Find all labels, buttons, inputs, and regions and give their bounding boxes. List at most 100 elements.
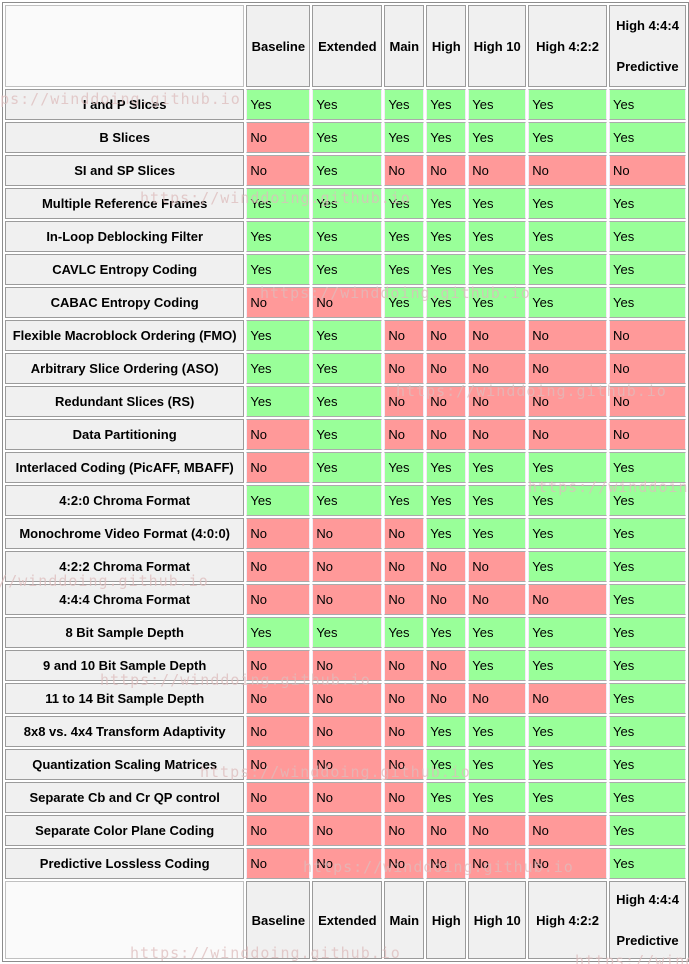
feature-label: Redundant Slices (RS) <box>5 386 245 417</box>
feature-label: 4:2:0 Chroma Format <box>5 485 245 516</box>
no-cell: No <box>384 782 425 813</box>
no-cell: No <box>468 683 527 714</box>
yes-cell: Yes <box>246 386 311 417</box>
table-row: Separate Color Plane Coding No No No No No No Y… <box>5 815 686 846</box>
yes-cell: Yes <box>528 749 607 780</box>
column-header: High 4:4:4 Predictive <box>609 881 686 959</box>
feature-label: I and P Slices <box>5 89 245 120</box>
table-row: Redundant Slices (RS) Yes Yes No No No No No <box>5 386 686 417</box>
yes-cell: Yes <box>384 287 425 318</box>
no-cell: No <box>246 650 311 681</box>
no-cell: No <box>528 683 607 714</box>
no-cell: No <box>384 650 425 681</box>
no-cell: No <box>609 419 686 450</box>
no-cell: No <box>426 683 467 714</box>
yes-cell: Yes <box>312 452 383 483</box>
yes-cell: Yes <box>528 122 607 153</box>
no-cell: No <box>246 452 311 483</box>
feature-label: Separate Color Plane Coding <box>5 815 245 846</box>
yes-cell: Yes <box>609 848 686 879</box>
yes-cell: Yes <box>609 749 686 780</box>
no-cell: No <box>246 716 311 747</box>
no-cell: No <box>312 287 383 318</box>
column-header: Main <box>384 5 425 87</box>
yes-cell: Yes <box>528 485 607 516</box>
yes-cell: Yes <box>468 650 527 681</box>
yes-cell: Yes <box>312 155 383 186</box>
no-cell: No <box>528 353 607 384</box>
table-body: I and P Slices Yes Yes Yes Yes Yes Yes Yes B Sli… <box>5 89 686 879</box>
yes-cell: Yes <box>246 617 311 648</box>
no-cell: No <box>426 386 467 417</box>
yes-cell: Yes <box>609 551 686 582</box>
feature-label: 4:2:2 Chroma Format <box>5 551 245 582</box>
feature-label: SI and SP Slices <box>5 155 245 186</box>
no-cell: No <box>528 815 607 846</box>
yes-cell: Yes <box>246 254 311 285</box>
no-cell: No <box>246 815 311 846</box>
yes-cell: Yes <box>426 452 467 483</box>
yes-cell: Yes <box>609 650 686 681</box>
corner-cell <box>5 5 245 87</box>
feature-label: B Slices <box>5 122 245 153</box>
yes-cell: Yes <box>468 221 527 252</box>
yes-cell: Yes <box>426 782 467 813</box>
feature-label: CAVLC Entropy Coding <box>5 254 245 285</box>
no-cell: No <box>468 419 527 450</box>
feature-label: Data Partitioning <box>5 419 245 450</box>
no-cell: No <box>528 419 607 450</box>
yes-cell: Yes <box>468 518 527 549</box>
no-cell: No <box>384 518 425 549</box>
table-row: 4:2:2 Chroma Format No No No No No Yes Yes <box>5 551 686 582</box>
no-cell: No <box>528 320 607 351</box>
yes-cell: Yes <box>246 221 311 252</box>
no-cell: No <box>246 287 311 318</box>
no-cell: No <box>312 683 383 714</box>
yes-cell: Yes <box>609 815 686 846</box>
yes-cell: Yes <box>426 221 467 252</box>
table-row: 8x8 vs. 4x4 Transform Adaptivity No No No Ye… <box>5 716 686 747</box>
yes-cell: Yes <box>384 485 425 516</box>
column-header-line1: High 4:4:4 <box>616 18 679 33</box>
table-row: Monochrome Video Format (4:0:0) No No No Yes… <box>5 518 686 549</box>
no-cell: No <box>468 848 527 879</box>
yes-cell: Yes <box>468 617 527 648</box>
yes-cell: Yes <box>384 254 425 285</box>
yes-cell: Yes <box>609 452 686 483</box>
table-row: Quantization Scaling Matrices No No No Yes Ye… <box>5 749 686 780</box>
table-row: In-Loop Deblocking Filter Yes Yes Yes Yes Yes… <box>5 221 686 252</box>
yes-cell: Yes <box>609 254 686 285</box>
no-cell: No <box>468 584 527 615</box>
table-row: Flexible Macroblock Ordering (FMO) Yes Yes… <box>5 320 686 351</box>
feature-label: Monochrome Video Format (4:0:0) <box>5 518 245 549</box>
no-cell: No <box>468 815 527 846</box>
yes-cell: Yes <box>609 584 686 615</box>
feature-label: 8 Bit Sample Depth <box>5 617 245 648</box>
feature-label: Interlaced Coding (PicAFF, MBAFF) <box>5 452 245 483</box>
corner-cell <box>5 881 245 959</box>
yes-cell: Yes <box>312 617 383 648</box>
yes-cell: Yes <box>609 122 686 153</box>
yes-cell: Yes <box>609 782 686 813</box>
column-header-line1: High 4:4:4 <box>616 892 679 907</box>
feature-label: CABAC Entropy Coding <box>5 287 245 318</box>
yes-cell: Yes <box>312 122 383 153</box>
no-cell: No <box>468 155 527 186</box>
table-row: SI and SP Slices No Yes No No No No No <box>5 155 686 186</box>
no-cell: No <box>426 584 467 615</box>
no-cell: No <box>426 815 467 846</box>
column-header: High <box>426 881 467 959</box>
yes-cell: Yes <box>609 617 686 648</box>
column-header: High 4:2:2 <box>528 5 607 87</box>
table-row: CABAC Entropy Coding No No Yes Yes Yes Yes Yes <box>5 287 686 318</box>
profiles-header-row: Baseline Extended Main High High 10 High 4:2:… <box>5 5 686 87</box>
yes-cell: Yes <box>528 221 607 252</box>
no-cell: No <box>246 419 311 450</box>
no-cell: No <box>246 749 311 780</box>
yes-cell: Yes <box>528 617 607 648</box>
table-row: 4:4:4 Chroma Format No No No No No No Yes <box>5 584 686 615</box>
yes-cell: Yes <box>609 287 686 318</box>
feature-label: Multiple Reference Frames <box>5 188 245 219</box>
yes-cell: Yes <box>246 353 311 384</box>
